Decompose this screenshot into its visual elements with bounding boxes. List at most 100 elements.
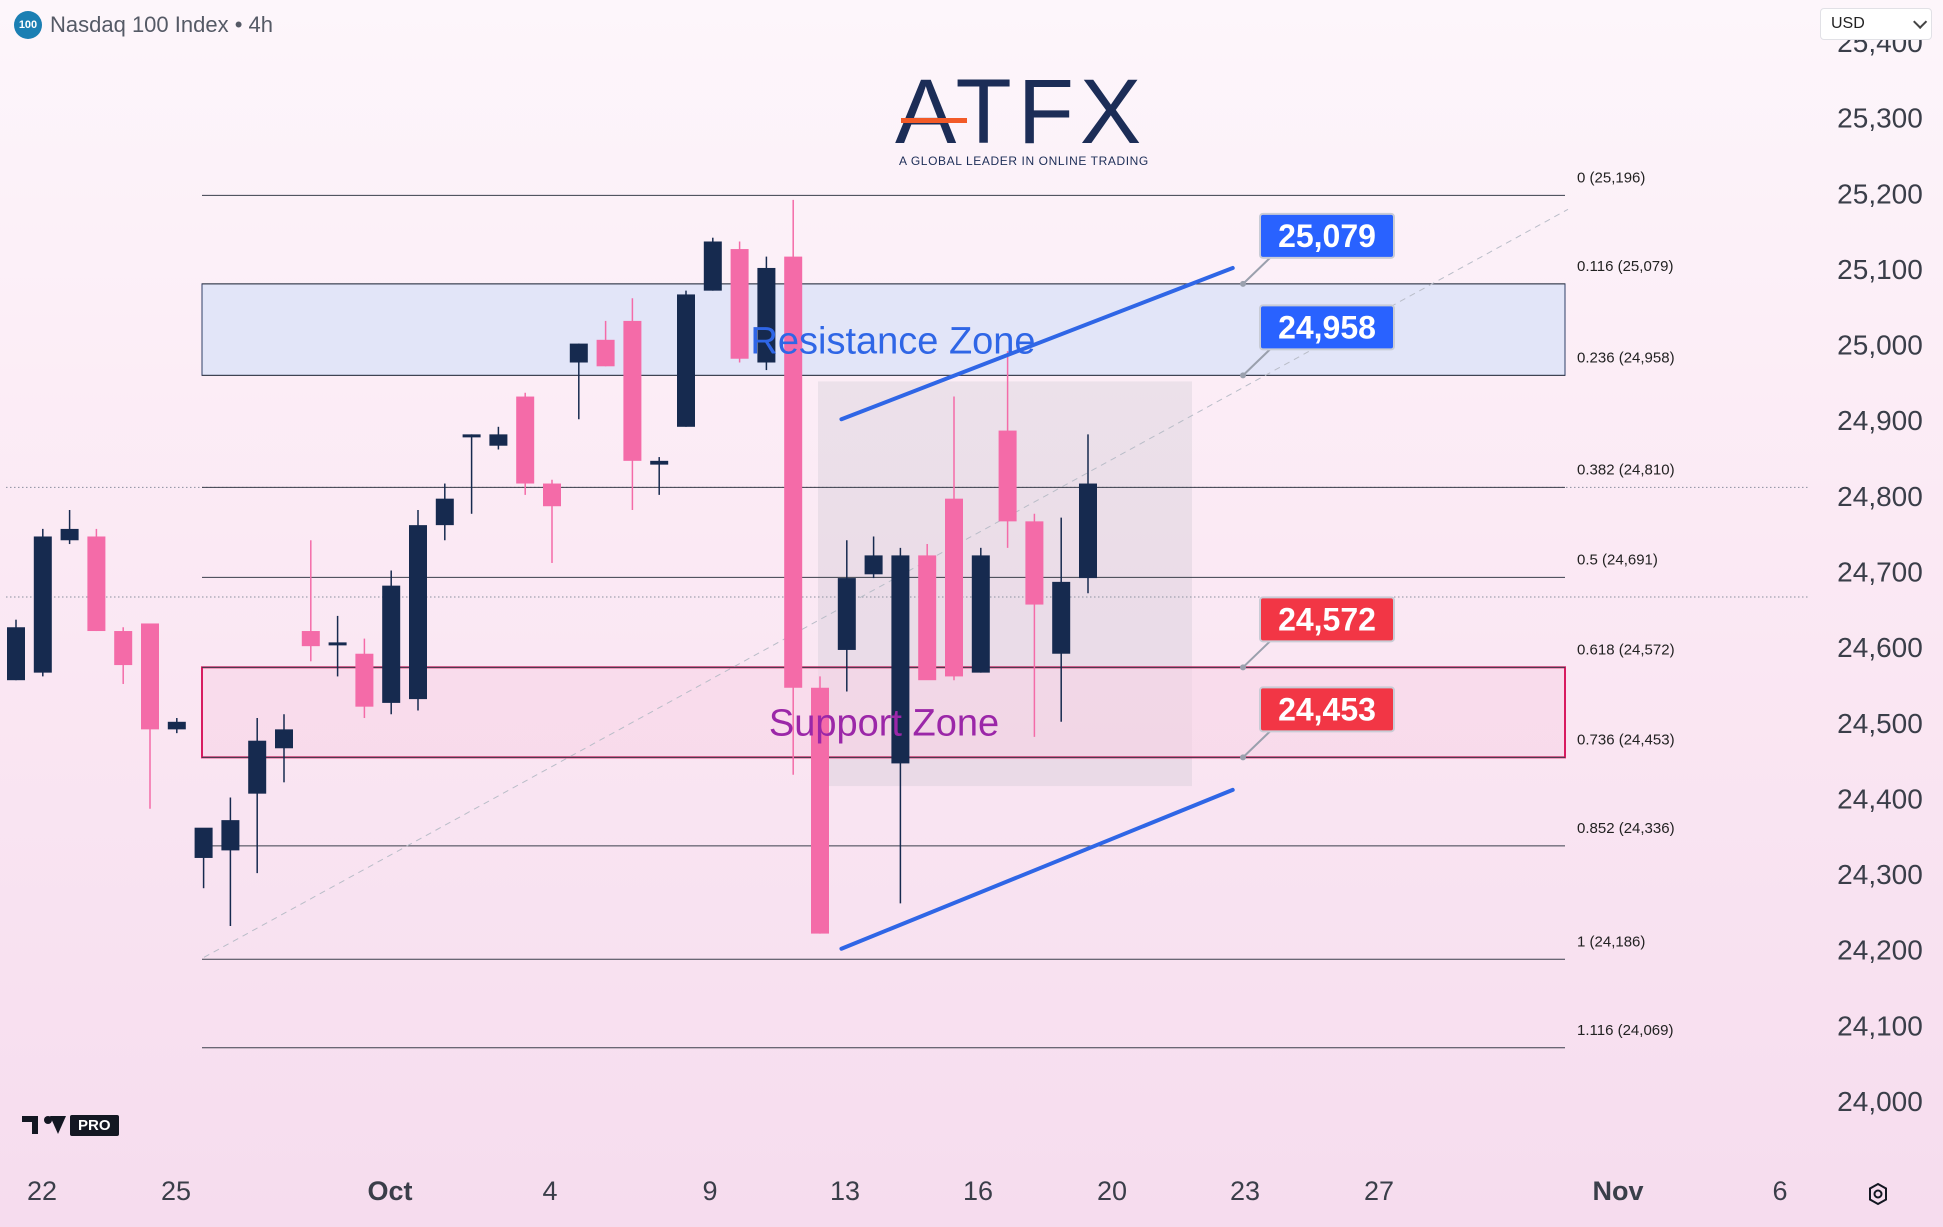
bull-candle[interactable] bbox=[382, 570, 401, 715]
callout-anchor bbox=[1240, 754, 1246, 761]
candle-body bbox=[596, 339, 615, 367]
callout-box bbox=[1259, 304, 1395, 351]
y-axis[interactable]: 24,000 24,100 24,200 24,300 24,400 24,500 24,6… bbox=[1837, 27, 1923, 1117]
bull-candle[interactable] bbox=[435, 483, 454, 541]
lower-channel-line[interactable] bbox=[839, 787, 1235, 951]
pro-label: PRO bbox=[70, 1114, 119, 1136]
candle-body bbox=[114, 631, 133, 666]
upper-channel-line[interactable] bbox=[839, 265, 1235, 422]
bear-candle[interactable] bbox=[918, 544, 937, 681]
bull-candle[interactable] bbox=[167, 718, 186, 734]
callout-pointer bbox=[1242, 348, 1271, 377]
bear-candle[interactable] bbox=[623, 298, 642, 511]
candle-body bbox=[355, 653, 374, 707]
bull-candle[interactable] bbox=[409, 510, 427, 711]
bull-candle[interactable] bbox=[7, 619, 25, 681]
bull-candle[interactable] bbox=[703, 237, 722, 291]
bull-candle[interactable] bbox=[194, 827, 213, 889]
bear-candle[interactable] bbox=[596, 320, 615, 367]
bull-candle[interactable] bbox=[489, 426, 508, 450]
bull-candle[interactable] bbox=[891, 547, 910, 904]
candle-body bbox=[864, 555, 883, 575]
y-tick-label: 24,000 bbox=[1837, 1086, 1923, 1117]
bull-candle[interactable] bbox=[275, 714, 293, 783]
bear-candle[interactable] bbox=[998, 351, 1017, 548]
fib-level-label: 0.618 (24,572) bbox=[1577, 641, 1675, 658]
bear-candle[interactable] bbox=[730, 241, 749, 363]
fib-level-label: 1 (24,186) bbox=[1577, 933, 1645, 950]
x-axis[interactable]: 22 25 Oct 4 9 13 16 20 23 27 Nov 6 bbox=[27, 1176, 1788, 1206]
bull-candle[interactable] bbox=[837, 540, 856, 692]
y-tick-label: 24,400 bbox=[1837, 783, 1923, 814]
candle-body bbox=[1079, 483, 1097, 579]
candle-body bbox=[569, 343, 588, 363]
fib-level-label: 0.852 (24,336) bbox=[1577, 820, 1675, 837]
fib-level-label: 0.236 (24,958) bbox=[1577, 349, 1675, 366]
candle-body bbox=[382, 585, 401, 703]
bear-candle[interactable] bbox=[87, 528, 106, 632]
currency-selector[interactable]: USD bbox=[1820, 8, 1932, 40]
bear-candle[interactable] bbox=[114, 627, 133, 684]
x-tick-label: 4 bbox=[542, 1176, 557, 1206]
bear-candle[interactable] bbox=[543, 479, 561, 563]
bull-candle[interactable] bbox=[248, 718, 267, 874]
candle-body bbox=[703, 241, 722, 291]
tradingview-pro-badge[interactable]: PRO bbox=[22, 1114, 119, 1136]
bull-candle[interactable] bbox=[677, 290, 695, 427]
callout-value: 24,572 bbox=[1278, 601, 1376, 637]
candle-body bbox=[87, 536, 106, 632]
x-tick-label: 25 bbox=[161, 1176, 191, 1206]
bull-candle[interactable] bbox=[971, 547, 990, 673]
callout-anchor bbox=[1240, 372, 1246, 379]
x-tick-label: 20 bbox=[1097, 1176, 1127, 1206]
y-tick-label: 24,100 bbox=[1837, 1010, 1923, 1041]
x-tick-label: 16 bbox=[963, 1176, 993, 1206]
price-callout-red[interactable]: 24,572 bbox=[1240, 596, 1395, 671]
candle-body bbox=[757, 267, 776, 363]
bull-candle[interactable] bbox=[1052, 517, 1071, 722]
bull-candle[interactable] bbox=[60, 510, 79, 545]
x-tick-label: 23 bbox=[1230, 1176, 1260, 1206]
tradingview-logo-icon bbox=[22, 1114, 66, 1136]
bull-candle[interactable] bbox=[33, 528, 52, 677]
y-tick-label: 24,300 bbox=[1837, 859, 1923, 890]
candle-body bbox=[194, 827, 213, 858]
callout-pointer bbox=[1242, 730, 1271, 759]
bear-candle[interactable] bbox=[141, 623, 159, 809]
x-tick-label: 22 bbox=[27, 1176, 57, 1206]
bear-candle[interactable] bbox=[516, 392, 535, 495]
bear-candle[interactable] bbox=[355, 638, 374, 719]
price-callout-red[interactable]: 24,453 bbox=[1240, 686, 1395, 761]
candle-body bbox=[945, 498, 963, 677]
bull-candle[interactable] bbox=[1079, 434, 1097, 594]
price-callout-blue[interactable]: 24,958 bbox=[1240, 304, 1395, 379]
gear-icon[interactable] bbox=[1866, 1182, 1890, 1206]
symbol-title[interactable]: Nasdaq 100 Index • 4h bbox=[50, 12, 273, 37]
callout-value: 24,453 bbox=[1278, 691, 1376, 727]
candle-body bbox=[7, 627, 25, 681]
callout-pointer bbox=[1242, 257, 1271, 285]
y-tick-label: 25,200 bbox=[1837, 178, 1923, 209]
bull-candle[interactable] bbox=[864, 536, 883, 579]
y-tick-label: 25,000 bbox=[1837, 330, 1923, 361]
price-callout-blue[interactable]: 25,079 bbox=[1240, 212, 1395, 287]
fib-level-label: 1.116 (24,069) bbox=[1577, 1022, 1673, 1039]
candle-body bbox=[516, 396, 535, 484]
bear-candle[interactable] bbox=[784, 199, 803, 775]
support-zone-label: Support Zone bbox=[769, 702, 999, 744]
bear-candle[interactable] bbox=[811, 676, 829, 934]
bear-candle[interactable] bbox=[945, 396, 963, 681]
fib-level-label: 0.736 (24,453) bbox=[1577, 731, 1675, 748]
bull-candle[interactable] bbox=[569, 343, 588, 420]
bear-candle[interactable] bbox=[301, 540, 320, 662]
bear-candle[interactable] bbox=[1025, 513, 1044, 737]
bull-candle[interactable] bbox=[650, 457, 669, 495]
bull-candle[interactable] bbox=[462, 434, 481, 514]
bull-candle[interactable] bbox=[757, 256, 776, 371]
candle-body bbox=[301, 631, 320, 647]
candle-body bbox=[489, 434, 508, 446]
bull-candle[interactable] bbox=[221, 797, 240, 927]
logo-accent-bar bbox=[901, 118, 967, 123]
bull-candle[interactable] bbox=[328, 615, 347, 677]
